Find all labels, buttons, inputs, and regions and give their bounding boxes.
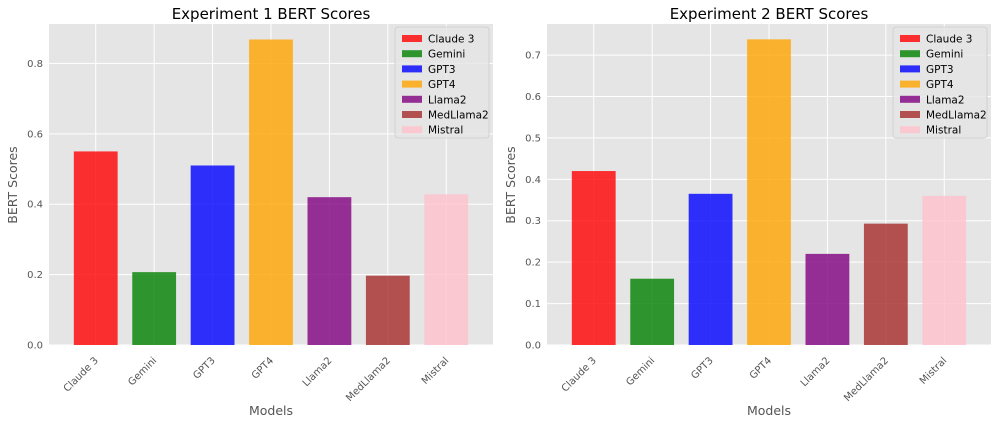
legend: Claude 3 Gemini GPT3 GPT4 Llama2 MedLlama2 Mis… [892,26,988,139]
legend-swatch [402,65,422,73]
y-tick-label: 0.4 [27,200,43,211]
y-axis-label: BERT Scores [503,146,518,223]
legend-entry: Claude 3 [926,34,972,46]
y-tick-label: 0.6 [27,129,43,140]
legend-entry: Llama2 [428,94,467,106]
bar-mistral [424,194,469,345]
legend-swatch [402,95,422,103]
legend-entry: Mistral [428,125,463,137]
legend-swatch [402,111,422,118]
legend-entry: Mistral [926,125,961,137]
legend-entry: MedLlama2 [926,110,987,122]
y-tick-label: 0.4 [525,175,541,186]
y-tick-label: 0.0 [27,341,43,352]
chart-title: Experiment 2 BERT Scores [670,5,869,23]
y-tick-label: 0.6 [525,92,541,103]
legend-swatch [900,111,920,118]
y-tick-label: 0.1 [525,299,541,310]
bar-gpt4 [747,39,791,345]
legend-swatch [402,35,422,42]
legend: Claude 3 Gemini GPT3 GPT4 Llama2 MedLlama2 Mis… [394,26,490,139]
legend-swatch [900,95,920,103]
y-axis-label: BERT Scores [5,146,20,223]
legend-entry: Gemini [428,49,465,61]
bar-claude-3 [571,171,616,345]
legend-entry: GPT4 [926,79,954,91]
bar-gemini [630,278,675,345]
bar-gpt4 [249,39,293,345]
legend-entry: Claude 3 [428,34,474,46]
chart-title: Experiment 1 BERT Scores [172,5,371,23]
y-tick-label: 0.2 [27,270,43,281]
bar-series [571,39,967,345]
bar-series [73,39,469,345]
bar-medllama2 [365,275,410,345]
legend-entry: GPT3 [428,64,456,76]
y-tick-label: 0.5 [525,133,541,144]
bar-llama2 [307,197,352,345]
y-tick-label: 0.2 [525,258,541,269]
legend-swatch [900,80,920,88]
legend-swatch [900,65,920,73]
legend-entry: GPT4 [428,79,456,91]
legend-entry: Gemini [926,49,963,61]
legend-swatch [900,35,920,42]
y-tick-label: 0.8 [27,59,43,70]
bar-claude-3 [73,151,118,345]
legend-entry: Llama2 [926,94,965,106]
legend-swatch [402,80,422,88]
legend-entry: MedLlama2 [428,110,489,122]
x-axis-label: Models [249,403,293,418]
bar-gpt3 [688,193,733,345]
bar-gemini [132,272,177,345]
y-tick-label: 0.7 [525,51,541,62]
y-tick-label: 0.3 [525,216,541,227]
legend-swatch [900,50,920,58]
legend-entry: GPT3 [926,64,954,76]
bar-gpt3 [190,165,235,345]
bar-medllama2 [863,223,908,345]
y-tick-label: 0.0 [525,341,541,352]
bar-llama2 [805,253,850,345]
chart-panel-experiment-1: Experiment 1 BERT Scores Models BERT Sco… [5,5,493,418]
legend-swatch [402,126,422,134]
legend-swatch [900,126,920,134]
legend-swatch [402,50,422,58]
x-axis-label: Models [747,403,791,418]
bar-mistral [922,195,967,345]
